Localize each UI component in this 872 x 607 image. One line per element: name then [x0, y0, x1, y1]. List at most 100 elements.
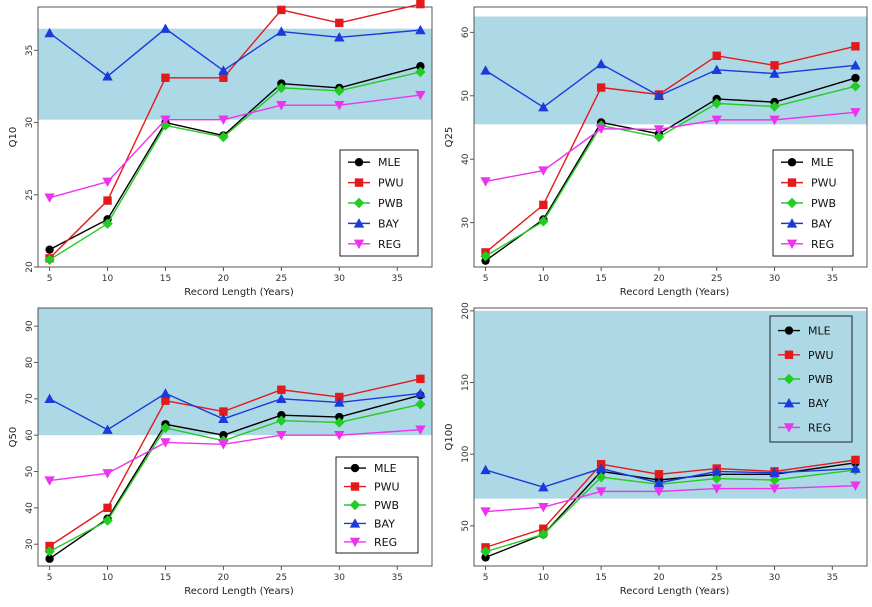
x-tick-label: 30 — [334, 573, 346, 583]
x-tick-label: 5 — [483, 274, 489, 284]
data-point — [219, 430, 228, 440]
series-pwu — [45, 374, 425, 551]
data-point — [770, 61, 779, 70]
x-tick-label: 5 — [47, 274, 53, 284]
data-point — [416, 374, 425, 384]
data-point — [334, 430, 345, 441]
legend-label: MLE — [374, 462, 397, 475]
x-tick-label: 10 — [538, 573, 550, 583]
data-point — [595, 471, 607, 483]
x-tick-label: 15 — [160, 274, 171, 284]
data-point — [277, 385, 286, 394]
data-point — [334, 397, 345, 407]
series-reg — [480, 108, 861, 187]
legend-label: MLE — [378, 156, 401, 169]
chart-panel-1: 5 10 15 20 25 30 35 20 25 30 35 Record Length (Year… — [8, 0, 433, 298]
legend-label: PWB — [808, 373, 833, 386]
data-point — [276, 393, 287, 404]
data-point — [480, 177, 491, 187]
x-tick-label: 35 — [392, 274, 403, 284]
plot-frame — [473, 6, 868, 268]
data-point — [653, 90, 665, 100]
legend-label: PWU — [374, 481, 400, 494]
x-axis-label: Record Length (Years) — [184, 586, 294, 597]
legend-marker — [786, 197, 798, 209]
data-point — [850, 481, 861, 491]
x-tick-label: 15 — [595, 573, 606, 583]
legend-label: BAY — [374, 517, 395, 530]
data-point — [160, 115, 171, 125]
legend-label: MLE — [811, 156, 834, 169]
data-point — [595, 487, 607, 497]
y-tick-label: 40 — [25, 502, 35, 514]
legend-marker — [787, 158, 797, 167]
data-point — [415, 388, 426, 398]
data-point — [769, 101, 780, 112]
data-point — [102, 469, 113, 479]
legend-label: REG — [808, 421, 831, 434]
plot-frame — [473, 307, 868, 567]
series-bay — [480, 463, 861, 492]
data-point — [276, 101, 287, 111]
legend-label: BAY — [808, 397, 829, 410]
y-tick-label: 100 — [461, 445, 471, 462]
data-point — [711, 115, 722, 126]
plot-frame — [37, 307, 433, 567]
y-tick-label: 150 — [461, 374, 471, 391]
data-point — [480, 546, 491, 557]
y-tick-label: 40 — [461, 153, 471, 165]
data-point — [160, 438, 171, 448]
data-point — [595, 58, 607, 69]
legend-marker — [354, 158, 364, 167]
legend-label: PWU — [808, 349, 834, 362]
y-axis-label: Q10 — [8, 127, 19, 148]
data-point — [538, 101, 549, 112]
data-point — [480, 464, 491, 475]
legend-marker — [349, 518, 361, 528]
legend-marker — [353, 197, 365, 209]
series-bay — [44, 23, 426, 81]
data-point — [415, 24, 426, 35]
data-point — [335, 392, 344, 402]
data-point — [161, 73, 170, 82]
chart-panel-3: 5 10 15 20 25 30 35 30 40 50 60 70 80 90 Record Length… — [8, 307, 433, 597]
data-point — [653, 131, 665, 143]
legend-marker — [786, 239, 798, 249]
data-point — [416, 62, 425, 71]
shaded-band — [38, 308, 432, 436]
data-point — [653, 477, 665, 488]
chart-panel-2: 5 10 15 20 25 30 35 30 40 50 60 Record Length (Year… — [444, 6, 868, 298]
data-point — [538, 503, 549, 513]
data-point — [102, 218, 113, 229]
legend-label: REG — [378, 238, 401, 251]
y-tick-label: 50 — [461, 90, 471, 102]
legend-label: REG — [811, 238, 834, 251]
data-point — [480, 251, 491, 262]
data-point — [711, 473, 722, 484]
legend-label: PWB — [374, 499, 399, 512]
legend-label: PWB — [378, 197, 403, 210]
data-point — [44, 27, 55, 38]
x-tick-label: 35 — [827, 274, 838, 284]
y-tick-label: 30 — [25, 538, 35, 550]
legend-marker — [353, 239, 365, 249]
data-point — [538, 166, 549, 176]
data-point — [160, 23, 171, 33]
y-tick-label: 200 — [461, 302, 471, 319]
data-point — [415, 425, 426, 435]
x-tick-label: 25 — [711, 274, 722, 284]
data-point — [711, 466, 722, 476]
data-point — [277, 410, 286, 420]
legend-label: MLE — [808, 325, 831, 338]
legend: MLE PWU PWB BAY REG — [769, 315, 853, 443]
data-point — [481, 553, 490, 562]
legend-marker — [784, 350, 794, 359]
data-point — [277, 5, 286, 15]
data-point — [103, 196, 112, 205]
y-tick-label: 80 — [25, 357, 35, 369]
series-reg — [480, 481, 861, 517]
data-point — [102, 71, 113, 81]
y-tick-label: 50 — [25, 466, 35, 478]
series-pwb — [480, 81, 861, 262]
